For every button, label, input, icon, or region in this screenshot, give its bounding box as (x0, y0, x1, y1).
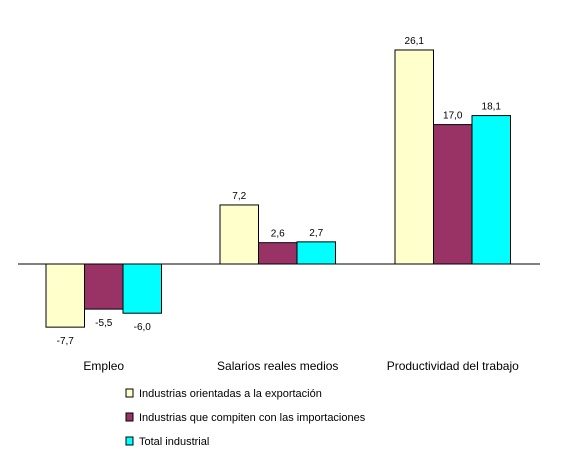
legend: Industrias orientadas a la exportación In… (125, 388, 366, 448)
value-label-3-2: 2,7 (309, 228, 323, 239)
value-label-3-1: -6,0 (134, 322, 152, 333)
category-label-1: Empleo (83, 359, 124, 373)
legend-swatch-1 (125, 388, 134, 398)
bar-3-1 (122, 263, 162, 314)
category-label-2: Salarios reales medios (217, 359, 338, 373)
value-label-2-1: -5,5 (95, 318, 113, 329)
value-label-3-3: 18,1 (482, 102, 502, 113)
value-labels-group: -7,7 -5,5 -6,0 7,2 2,6 2,7 26,1 17,0 18,1 (57, 36, 502, 347)
value-label-2-2: 2,6 (271, 229, 285, 240)
bar-2-2 (258, 242, 298, 265)
legend-label-2: Industrias que compiten con las importac… (139, 412, 366, 424)
legend-label-3: Total industrial (139, 436, 209, 448)
value-label-2-3: 17,0 (443, 111, 463, 122)
category-labels-group: Empleo Salarios reales medios Productivida… (83, 359, 519, 373)
legend-swatch-2 (125, 412, 134, 422)
bar-1-2 (219, 204, 259, 265)
bar-2-1 (84, 263, 124, 310)
bar-1-3 (394, 49, 434, 265)
legend-swatch-3 (125, 436, 134, 446)
bar-3-2 (296, 241, 336, 265)
value-label-1-3: 26,1 (405, 36, 425, 47)
bars-group (45, 49, 511, 328)
bar-2-3 (433, 124, 473, 265)
value-label-1-1: -7,7 (57, 336, 75, 347)
bar-1-1 (45, 263, 85, 328)
value-label-1-2: 7,2 (232, 191, 246, 202)
legend-label-1: Industrias orientadas a la exportación (139, 388, 322, 400)
category-label-3: Productividad del trabajo (387, 359, 519, 373)
bar-3-3 (471, 115, 511, 265)
